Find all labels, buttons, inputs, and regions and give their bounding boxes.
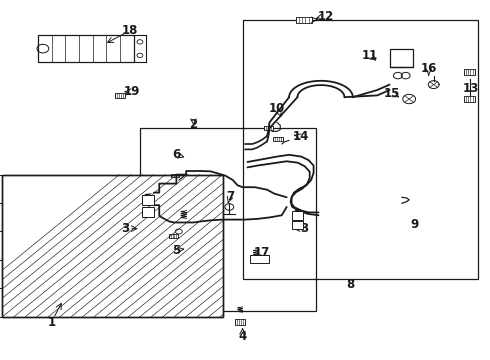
Text: 9: 9: [410, 219, 418, 231]
Bar: [292, 221, 303, 229]
Text: 18: 18: [122, 24, 138, 37]
Bar: [296, 17, 312, 23]
Bar: [140, 128, 316, 311]
Bar: [142, 195, 154, 205]
Text: 14: 14: [293, 130, 310, 143]
Bar: [235, 319, 245, 325]
Bar: [243, 20, 478, 279]
Text: 8: 8: [346, 278, 354, 291]
Bar: [169, 234, 178, 238]
Text: 10: 10: [269, 102, 285, 114]
Text: 12: 12: [318, 10, 334, 23]
Text: 4: 4: [239, 330, 246, 343]
Text: 19: 19: [124, 85, 141, 98]
Bar: [171, 174, 179, 177]
Text: 1: 1: [48, 316, 55, 329]
Bar: [115, 93, 125, 98]
Bar: [390, 49, 413, 67]
Text: 15: 15: [384, 87, 400, 100]
Text: 5: 5: [172, 244, 180, 257]
Text: 3: 3: [300, 222, 308, 235]
Bar: [292, 211, 303, 220]
Text: 13: 13: [462, 82, 479, 95]
Text: 3: 3: [121, 222, 129, 235]
Bar: [2, 175, 223, 317]
Bar: [142, 207, 154, 217]
Bar: [464, 96, 475, 102]
Text: 16: 16: [420, 62, 437, 75]
Bar: [38, 35, 133, 62]
Text: 7: 7: [226, 190, 234, 203]
Text: 11: 11: [362, 49, 378, 62]
Bar: [273, 137, 283, 141]
Bar: [250, 255, 269, 263]
Bar: [2, 175, 223, 317]
Bar: [264, 126, 273, 130]
Bar: [464, 69, 475, 75]
Text: 17: 17: [254, 246, 270, 258]
Text: 2: 2: [190, 118, 197, 131]
Text: 6: 6: [172, 148, 180, 161]
